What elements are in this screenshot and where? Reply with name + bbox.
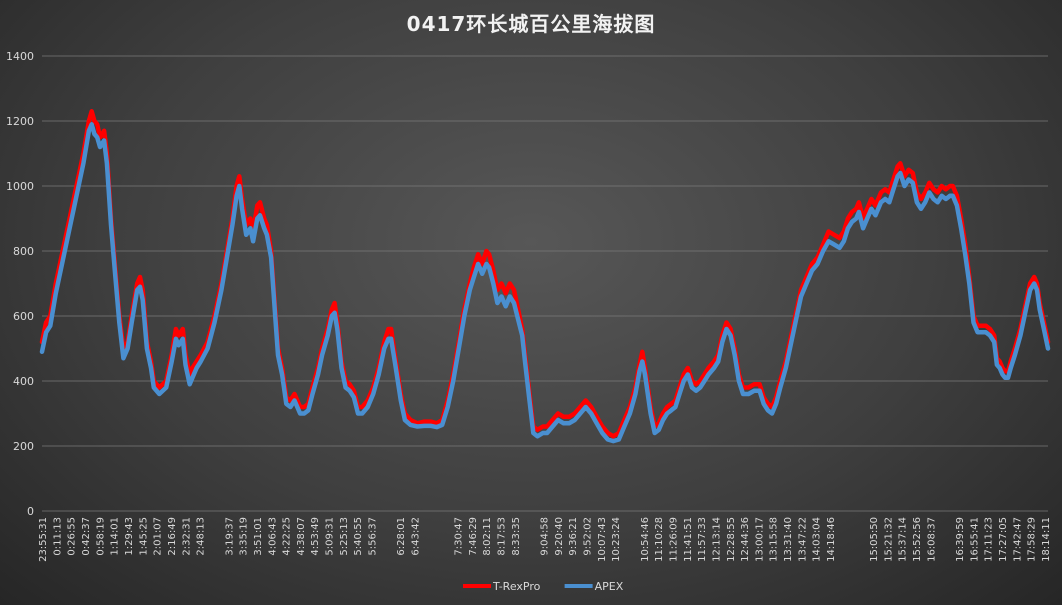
x-tick-label: 5:09:31 bbox=[325, 517, 336, 556]
x-tick-label: 9:36:21 bbox=[568, 517, 579, 556]
x-tick-label: 10:54:46 bbox=[640, 517, 651, 562]
x-tick-label: 13:15:58 bbox=[769, 517, 780, 562]
chart-title: 0417环长城百公里海拔图 bbox=[406, 12, 656, 36]
x-tick-label: 6:43:42 bbox=[411, 517, 422, 556]
x-tick-label: 9:52:02 bbox=[582, 517, 593, 556]
x-tick-label: 8:17:53 bbox=[497, 517, 508, 556]
x-tick-label: 4:53:49 bbox=[310, 517, 321, 556]
x-axis-ticks: 23:55:31 0:11:13 0:26:55 0:42:37 0:58:19 1:14… bbox=[38, 517, 1052, 562]
x-tick-label: 0:42:37 bbox=[81, 517, 92, 556]
y-tick-label: 600 bbox=[13, 310, 34, 323]
x-tick-label: 13:31:40 bbox=[783, 517, 794, 562]
x-tick-label: 2:01:07 bbox=[153, 517, 164, 556]
x-tick-label: 0:26:55 bbox=[67, 517, 78, 556]
x-tick-label: 3:51:01 bbox=[253, 517, 264, 556]
x-tick-label: 7:46:29 bbox=[468, 517, 479, 556]
y-tick-label: 1000 bbox=[6, 180, 34, 193]
x-tick-label: 9:20:40 bbox=[554, 517, 565, 556]
x-tick-label: 5:25:13 bbox=[339, 517, 350, 556]
y-tick-label: 1400 bbox=[6, 50, 34, 63]
legend: T-RexPro APEX bbox=[463, 580, 624, 593]
x-tick-label: 1:45:25 bbox=[138, 517, 149, 556]
y-axis-ticks: 0 200 400 600 800 1000 1200 1400 bbox=[6, 50, 34, 518]
x-tick-label: 12:13:14 bbox=[711, 517, 722, 562]
x-tick-label: 5:40:55 bbox=[353, 517, 364, 556]
y-tick-label: 0 bbox=[27, 505, 34, 518]
x-tick-label: 6:28:01 bbox=[396, 517, 407, 556]
x-tick-label: 14:18:46 bbox=[826, 517, 837, 562]
x-tick-label: 13:00:17 bbox=[754, 517, 765, 562]
x-tick-label: 17:11:23 bbox=[984, 517, 995, 562]
legend-label: APEX bbox=[595, 580, 624, 593]
x-tick-label: 2:16:49 bbox=[167, 517, 178, 556]
x-tick-label: 2:48:13 bbox=[196, 517, 207, 556]
x-tick-label: 17:42:47 bbox=[1012, 517, 1023, 562]
x-tick-label: 17:27:05 bbox=[998, 517, 1009, 562]
x-tick-label: 0:58:19 bbox=[95, 517, 106, 556]
x-tick-label: 12:44:36 bbox=[740, 517, 751, 562]
series-line-t-rexpro bbox=[39, 109, 1051, 439]
x-tick-label: 0:11:13 bbox=[52, 517, 63, 556]
x-tick-label: 7:30:47 bbox=[454, 517, 465, 556]
x-tick-label: 12:28:55 bbox=[726, 517, 737, 562]
x-tick-label: 11:10:28 bbox=[654, 517, 665, 562]
x-tick-label: 16:39:59 bbox=[955, 517, 966, 562]
x-tick-label: 1:14:01 bbox=[110, 517, 121, 556]
x-tick-label: 3:35:19 bbox=[239, 517, 250, 556]
x-tick-label: 9:04:58 bbox=[539, 517, 550, 556]
x-tick-label: 10:23:24 bbox=[611, 517, 622, 562]
x-tick-label: 23:55:31 bbox=[38, 517, 49, 562]
x-tick-label: 16:55:41 bbox=[969, 517, 980, 562]
x-tick-label: 2:32:31 bbox=[181, 517, 192, 556]
x-tick-label: 11:57:33 bbox=[697, 517, 708, 562]
x-tick-label: 8:33:35 bbox=[511, 517, 522, 556]
x-tick-label: 15:37:14 bbox=[898, 517, 909, 562]
y-tick-label: 200 bbox=[13, 440, 34, 453]
x-tick-label: 11:41:51 bbox=[683, 517, 694, 562]
x-tick-label: 4:38:07 bbox=[296, 517, 307, 556]
x-tick-label: 4:22:25 bbox=[282, 517, 293, 556]
x-tick-label: 18:14:11 bbox=[1041, 517, 1052, 562]
x-tick-label: 17:58:29 bbox=[1027, 517, 1038, 562]
x-tick-label: 13:47:22 bbox=[797, 517, 808, 562]
x-tick-label: 15:52:56 bbox=[912, 517, 923, 562]
series-lines bbox=[39, 109, 1051, 444]
x-tick-label: 14:03:04 bbox=[812, 517, 823, 562]
x-tick-label: 16:08:37 bbox=[926, 517, 937, 562]
grid bbox=[42, 55, 1048, 512]
x-tick-label: 3:19:37 bbox=[224, 517, 235, 556]
x-tick-label: 10:07:43 bbox=[597, 517, 608, 562]
y-tick-label: 1200 bbox=[6, 115, 34, 128]
x-tick-label: 1:29:43 bbox=[124, 517, 135, 556]
x-tick-label: 11:26:09 bbox=[668, 517, 679, 562]
y-tick-label: 400 bbox=[13, 375, 34, 388]
y-tick-label: 800 bbox=[13, 245, 34, 258]
x-tick-label: 4:06:43 bbox=[267, 517, 278, 556]
x-tick-label: 5:56:37 bbox=[368, 517, 379, 556]
series-line-apex bbox=[39, 122, 1051, 444]
legend-label: T-RexPro bbox=[492, 580, 541, 593]
x-tick-label: 15:21:32 bbox=[883, 517, 894, 562]
x-tick-label: 8:02:11 bbox=[482, 517, 493, 556]
x-tick-label: 15:05:50 bbox=[869, 517, 880, 562]
